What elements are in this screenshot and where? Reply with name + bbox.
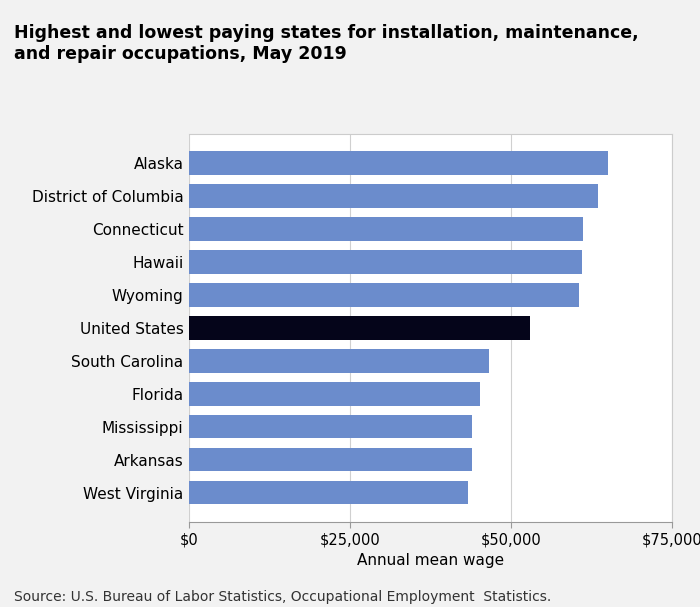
Bar (189, 184, 598, 208)
Bar (189, 217, 582, 241)
X-axis label: Annual mean wage: Annual mean wage (357, 553, 504, 568)
Bar (189, 151, 608, 175)
Bar (189, 415, 472, 438)
Text: Highest and lowest paying states for installation, maintenance,
and repair occup: Highest and lowest paying states for ins… (14, 24, 638, 63)
Text: Source: U.S. Bureau of Labor Statistics, Occupational Employment  Statistics.: Source: U.S. Bureau of Labor Statistics,… (14, 590, 552, 604)
Bar (189, 349, 489, 373)
Bar (189, 316, 530, 340)
Bar (189, 448, 472, 472)
Bar (189, 250, 582, 274)
Bar (189, 481, 468, 504)
Bar (189, 382, 480, 405)
Bar (189, 283, 579, 307)
